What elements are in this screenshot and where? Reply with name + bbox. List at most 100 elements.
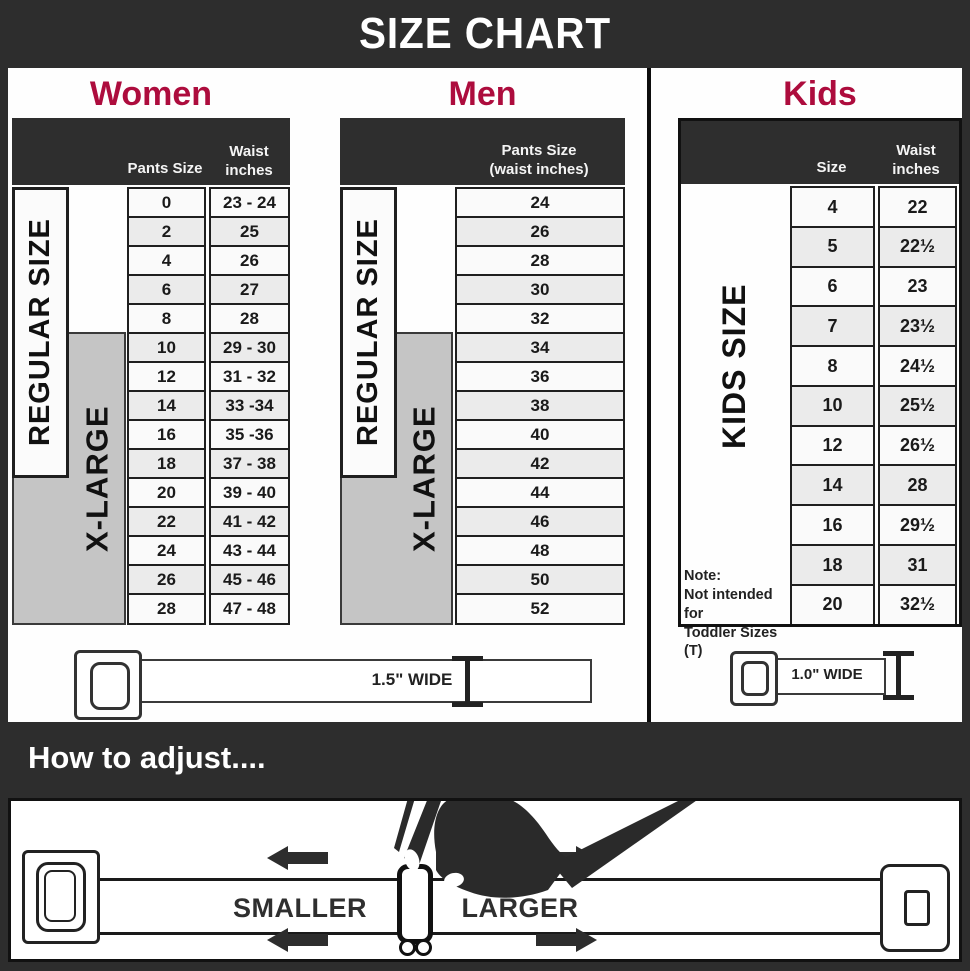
table-row: 28 — [455, 245, 625, 277]
table-row: 30 — [455, 274, 625, 306]
width-marker-cap — [883, 651, 914, 656]
pants-size-cell: 22 — [127, 506, 206, 538]
table-row: 40 — [455, 419, 625, 451]
adjust-belt-end-hole — [904, 890, 930, 926]
kids-col1-header: Size — [816, 158, 847, 176]
table-row: 26 45 - 46 — [127, 564, 290, 596]
pants-size-cell: 46 — [455, 506, 625, 538]
adult-belt-buckle-inner — [90, 662, 130, 710]
women-regular-size-box: REGULAR SIZE — [12, 187, 69, 478]
pants-size-cell: 26 — [455, 216, 625, 248]
kids-waist-cell: 29½ — [878, 504, 957, 547]
width-marker-icon — [896, 654, 901, 698]
women-col1-header: Pants Size — [127, 159, 203, 177]
pants-size-cell: 44 — [455, 477, 625, 509]
kids-section-header: Kids — [783, 74, 857, 113]
kids-size-cell: 6 — [790, 265, 875, 308]
table-row: 22 41 - 42 — [127, 506, 290, 538]
table-row: 38 — [455, 390, 625, 422]
table-row: 26 — [455, 216, 625, 248]
table-row: 8 28 — [127, 303, 290, 335]
width-marker-cap — [452, 702, 483, 707]
kids-waist-cell: 24½ — [878, 345, 957, 388]
table-row: 12 26½ — [790, 424, 957, 467]
kids-size-cell: 18 — [790, 543, 875, 587]
women-table-header: Pants Size Waist inches — [12, 118, 290, 185]
women-col2-header: Waist inches — [225, 143, 273, 179]
pants-size-cell: 34 — [455, 332, 625, 364]
table-row: 20 39 - 40 — [127, 477, 290, 509]
larger-label: LARGER — [461, 893, 579, 923]
pants-size-cell: 2 — [127, 216, 206, 248]
waist-inches-cell: 25 — [209, 216, 290, 248]
kids-section-divider — [647, 68, 651, 722]
kids-waist-cell: 26½ — [878, 424, 957, 467]
page-title: SIZE CHART — [358, 9, 612, 58]
table-row: 44 — [455, 477, 625, 509]
kids-size-cell: 12 — [790, 424, 875, 467]
table-row: 7 23½ — [790, 305, 957, 348]
pants-size-cell: 20 — [127, 477, 206, 509]
table-row: 32 — [455, 303, 625, 335]
table-row: 52 — [455, 593, 625, 625]
kids-waist-cell: 22 — [878, 186, 957, 229]
kids-size-cell: 10 — [790, 384, 875, 428]
pants-size-cell: 30 — [455, 274, 625, 306]
men-table-rows: 24 26 28 30 32 34 36 38 40 42 44 46 48 5… — [455, 187, 625, 625]
waist-inches-cell: 27 — [209, 274, 290, 306]
kids-col2-header: Waist inches — [892, 142, 940, 178]
table-row: 50 — [455, 564, 625, 596]
waist-inches-cell: 39 - 40 — [209, 477, 290, 509]
arrow-right-icon — [536, 928, 597, 952]
table-row: 34 — [455, 332, 625, 364]
waist-inches-cell: 41 - 42 — [209, 506, 290, 538]
table-row: 5 22½ — [790, 225, 957, 269]
kids-note: Note: Not intended for Toddler Sizes (T) — [684, 568, 778, 660]
kids-size-cell: 14 — [790, 464, 875, 507]
women-table-rows: 0 23 - 24 2 25 4 26 6 27 8 28 10 29 - 30… — [127, 187, 290, 625]
kids-size-label: KIDS SIZE — [716, 283, 752, 449]
pants-size-cell: 42 — [455, 448, 625, 480]
adult-belt-strap — [118, 659, 592, 703]
waist-inches-cell: 29 - 30 — [209, 332, 290, 364]
table-row: 0 23 - 24 — [127, 187, 290, 219]
kids-waist-cell: 23½ — [878, 305, 957, 348]
waist-inches-cell: 33 -34 — [209, 390, 290, 422]
pants-size-cell: 32 — [455, 303, 625, 335]
pants-size-cell: 4 — [127, 245, 206, 277]
pants-size-cell: 48 — [455, 535, 625, 567]
table-row: 14 33 -34 — [127, 390, 290, 422]
kids-size-cell: 16 — [790, 504, 875, 547]
slider-foot — [415, 939, 432, 956]
men-table-header: Pants Size (waist inches) — [340, 118, 625, 185]
men-section-header: Men — [448, 74, 517, 113]
adjust-illustration-panel: SMALLER LARGER — [8, 798, 962, 962]
table-row: 14 28 — [790, 464, 957, 507]
pants-size-cell: 16 — [127, 419, 206, 451]
waist-inches-cell: 28 — [209, 303, 290, 335]
table-row: 42 — [455, 448, 625, 480]
table-row: 18 37 - 38 — [127, 448, 290, 480]
pants-size-cell: 50 — [455, 564, 625, 596]
pants-size-cell: 28 — [455, 245, 625, 277]
kids-table-rows: 4 22 5 22½ 6 23 7 23½ 8 24½ 10 25½ 12 26… — [790, 186, 957, 626]
smaller-label: SMALLER — [233, 893, 367, 923]
how-to-adjust-heading: How to adjust.... — [28, 740, 266, 775]
kids-waist-cell: 22½ — [878, 225, 957, 269]
waist-inches-cell: 47 - 48 — [209, 593, 290, 625]
waist-inches-cell: 45 - 46 — [209, 564, 290, 596]
table-row: 48 — [455, 535, 625, 567]
adult-belt-width-label: 1.5" WIDE — [371, 670, 453, 689]
women-xlarge-label: X-LARGE — [79, 405, 115, 552]
waist-inches-cell: 26 — [209, 245, 290, 277]
title-band: SIZE CHART — [0, 0, 970, 68]
width-marker-cap — [883, 695, 914, 700]
table-row: 8 24½ — [790, 345, 957, 388]
kids-waist-cell: 32½ — [878, 583, 957, 626]
pants-size-cell: 12 — [127, 361, 206, 393]
kids-size-cell: 4 — [790, 186, 875, 229]
kids-size-cell: 5 — [790, 225, 875, 269]
table-row: 12 31 - 32 — [127, 361, 290, 393]
kids-belt-buckle-inner — [741, 661, 769, 696]
